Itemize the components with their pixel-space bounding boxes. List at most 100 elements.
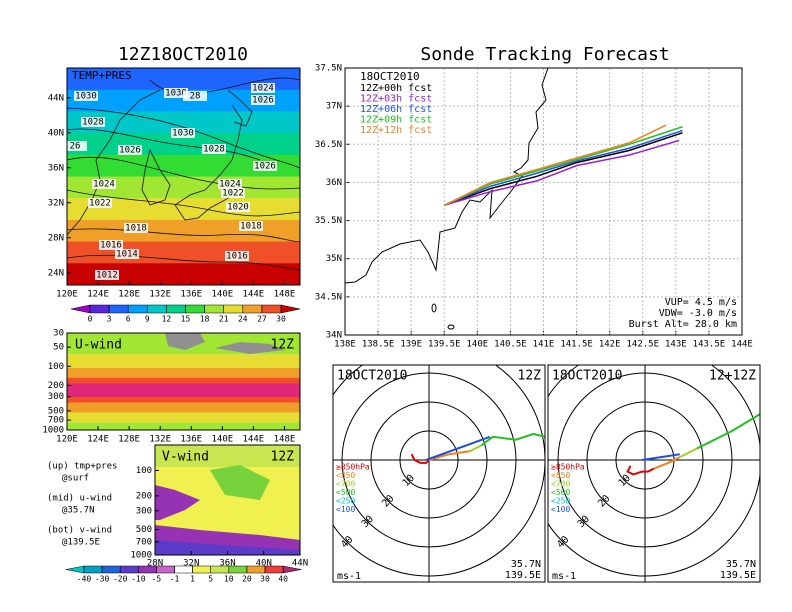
panel-note: (up) tmp+pres [47, 462, 117, 472]
legend-entry: <250 [551, 497, 570, 506]
y-tick-label: 44N [48, 93, 64, 103]
y-tick-label: 28N [48, 233, 64, 243]
x-tick-label: 143.5E [693, 340, 726, 350]
contour-label-bg [183, 91, 207, 101]
contour-label: 1024 [252, 84, 274, 94]
y-tick-label: 700 [48, 416, 64, 426]
colorbar-label: 0 [88, 315, 93, 324]
x-tick-label: 138.5E [362, 340, 395, 350]
colorbar-label: 1 [190, 575, 195, 584]
wind-patch [165, 333, 205, 350]
contour-label: 1022 [222, 189, 244, 199]
contour-label: 1026 [252, 96, 274, 106]
hodograph-line [679, 447, 698, 458]
island [431, 303, 437, 313]
colorbar-label: 30 [276, 315, 286, 324]
temperature-band [67, 198, 300, 205]
y-tick-label: 36N [48, 163, 64, 173]
contour-label-bg [239, 221, 263, 231]
panel-note: (bot) v-wind [47, 526, 112, 536]
hodo-location: 139.5E [505, 570, 541, 581]
panel [67, 333, 300, 430]
speed-ring [399, 430, 459, 490]
legend-entry: 12Z+09h fcst [360, 115, 432, 126]
colorbar-label: -20 [113, 575, 128, 584]
temperature-band [67, 203, 300, 211]
wind-band [67, 412, 300, 423]
hodograph-line [696, 413, 760, 450]
colorbar-label: 40 [278, 575, 288, 584]
contour-label: 1024 [219, 180, 241, 190]
contour-label: 1026 [119, 146, 141, 156]
x-tick-label: 132E [149, 290, 171, 300]
contour-label: 28 [190, 92, 201, 102]
colorbar-label: 27 [257, 315, 267, 324]
temperature-band [67, 247, 300, 254]
wind-patch [155, 485, 200, 520]
x-tick-label: 138E [334, 340, 356, 350]
isobar [67, 156, 300, 190]
speed-ring [341, 372, 517, 548]
legend-entry: <700 [551, 480, 570, 489]
panel-note: @surf [62, 474, 89, 484]
isobar [67, 107, 300, 169]
colorbar-label: 5 [208, 575, 213, 584]
colorbar-swatch [108, 304, 129, 314]
contour-label-bg [226, 202, 250, 212]
frame [66, 67, 301, 286]
x-tick-label: 28N [147, 559, 163, 569]
contour-label: 26 [70, 142, 81, 152]
temperature-band [67, 165, 300, 173]
frame [66, 332, 301, 431]
section-time: 12Z [271, 450, 295, 465]
temperature-band [67, 257, 300, 265]
y-tick-label: 35.5N [315, 216, 342, 226]
colorbar-swatch [185, 304, 205, 314]
colorbar-swatch [138, 565, 157, 574]
contour-label: 1024 [93, 180, 115, 190]
contour-label-bg [221, 188, 245, 198]
colorbar-swatch [264, 565, 284, 574]
isobar [67, 228, 300, 243]
x-tick-label: 120E [56, 290, 78, 300]
panel-note: (mid) u-wind [47, 494, 112, 504]
y-tick-label: 100 [136, 466, 152, 476]
speed-ring [370, 401, 488, 519]
contour-label: 1030 [172, 129, 194, 139]
wind-band [67, 422, 300, 430]
contour-label-bg [74, 91, 98, 101]
x-tick-label: 44N [292, 559, 308, 569]
colorbar-swatch [210, 565, 230, 574]
colorbar-label: 20 [242, 575, 252, 584]
x-tick-label: 143E [665, 340, 687, 350]
track-title: Sonde Tracking Forecast [420, 44, 669, 65]
x-tick-label: 136E [180, 435, 202, 445]
x-tick-label: 140E [211, 435, 233, 445]
temperature-band [67, 263, 300, 270]
section-time: 12Z [271, 338, 295, 353]
colorbar-label: 12 [162, 315, 172, 324]
contour-label-bg [251, 95, 275, 105]
contour-label: 1020 [227, 203, 249, 213]
annotation: VUP= 4.5 m/s [665, 297, 737, 308]
isobar [67, 254, 300, 271]
panel-note: @139.5E [62, 538, 100, 548]
temperature-band [67, 187, 300, 194]
temperature-band [67, 116, 300, 124]
legend-entry: <250 [336, 497, 355, 506]
colorbar-label: 9 [145, 315, 150, 324]
temperature-band [67, 230, 300, 238]
temperature-band [67, 268, 300, 276]
contour-label-bg [92, 179, 116, 189]
colorbar-swatch [246, 565, 266, 574]
legend-entry: ≥850hPa [336, 463, 370, 472]
x-tick-label: 144E [243, 435, 265, 445]
contour-label: 1028 [82, 118, 104, 128]
temperature-band [67, 171, 300, 178]
ring-label: 10 [617, 473, 633, 489]
x-tick-label: 36N [219, 559, 235, 569]
temperature-band [67, 241, 300, 249]
